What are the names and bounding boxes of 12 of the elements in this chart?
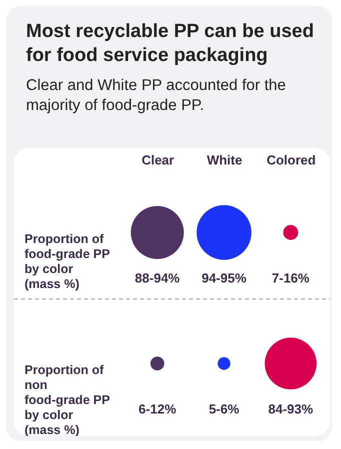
data-label: 94-95% <box>202 270 247 286</box>
data-label: 7-16% <box>272 270 310 286</box>
text: Clear and White PP accounted for the majority of food-grade PP. <box>26 76 287 116</box>
category-label: White <box>206 152 242 168</box>
text: Most recyclable PP can be used for food service packaging <box>26 20 315 68</box>
data-label: 88-94% <box>134 270 180 286</box>
data-label: 84-93% <box>268 402 314 416</box>
category-label: Clear <box>142 152 174 168</box>
text: Proportion of food-grade PP by color (mass %) <box>24 232 110 291</box>
data-label: 5-6% <box>208 402 240 416</box>
category-label: Colored <box>266 152 316 168</box>
data-label: 6-12% <box>138 402 177 416</box>
